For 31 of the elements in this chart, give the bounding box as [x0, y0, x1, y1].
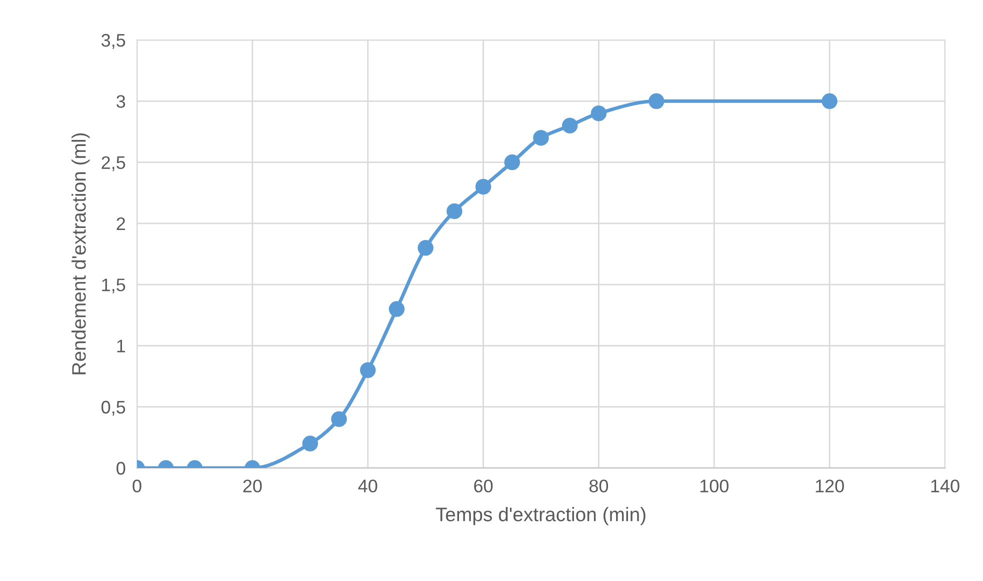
point [360, 362, 376, 378]
point [331, 411, 347, 427]
point [475, 178, 492, 195]
y-tick-label: 1,5 [102, 278, 126, 294]
point [822, 93, 838, 110]
point [388, 301, 405, 317]
x-tick-label: 20 [243, 480, 262, 492]
point [533, 130, 549, 146]
point [562, 118, 578, 134]
y-tick-label: 3 [116, 95, 126, 108]
x-tick-label: 140 [931, 480, 960, 492]
point [504, 154, 520, 170]
point [648, 93, 664, 110]
x-tick-label: 100 [700, 480, 728, 492]
y-tick-label: 1 [117, 340, 126, 352]
y-tick-label: 0 [116, 462, 126, 475]
point [418, 240, 434, 256]
y-tick-label: 2 [116, 217, 125, 230]
point [446, 203, 462, 220]
x-tick-label: 80 [589, 480, 608, 492]
point [302, 436, 318, 452]
x-tick-label: 0 [132, 480, 142, 492]
x-axis-title: Temps d'extraction (min) [436, 507, 646, 526]
point [590, 106, 607, 122]
y-tick-label: 0,5 [101, 400, 126, 416]
y-axis-title: Rendement d'extraction (ml) [72, 133, 90, 374]
y-tick-label: 2,5 [102, 156, 126, 172]
x-tick-label: 60 [474, 480, 493, 492]
y-tick-label: 3,5 [101, 34, 126, 49]
x-tick-label: 40 [358, 480, 378, 492]
x-tick-label: 120 [816, 480, 844, 492]
